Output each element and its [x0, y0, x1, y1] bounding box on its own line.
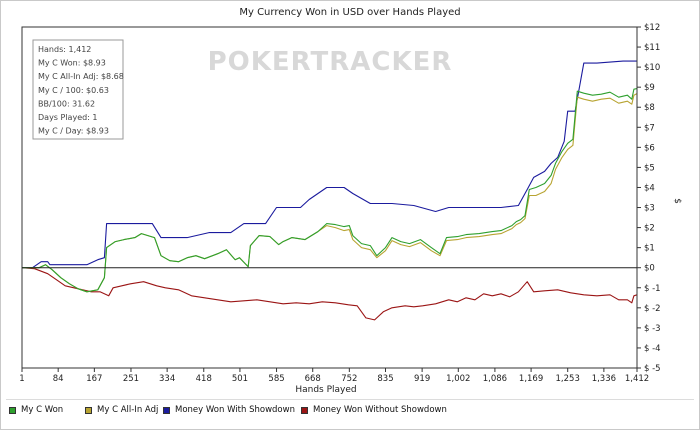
- x-tick-label: 418: [196, 374, 212, 384]
- x-tick-label: 752: [341, 374, 357, 384]
- y-tick-label: $6: [644, 143, 655, 153]
- series-line-my-c-won: [22, 88, 638, 293]
- legend-label: Money Won With Showdown: [175, 405, 295, 415]
- legend-label: My C Won: [21, 405, 64, 415]
- x-tick-label: 1,002: [446, 374, 470, 384]
- x-tick-label: 1,086: [483, 374, 507, 384]
- x-tick-label: 167: [86, 374, 102, 384]
- plot-area-border: [21, 26, 638, 369]
- legend-item: My C Won: [9, 404, 63, 416]
- y-tick-label: $10: [644, 63, 660, 73]
- y-tick-label: $12: [644, 23, 660, 33]
- y-tick-label: $8: [644, 103, 655, 113]
- y-tick-label: $7: [644, 123, 655, 133]
- chart-title: My Currency Won in USD over Hands Played: [239, 7, 461, 18]
- stats-line: BB/100: 31.62: [38, 99, 95, 108]
- series-line-money-won-with-showdown: [22, 60, 637, 269]
- y-tick-label: $ -1: [644, 284, 661, 294]
- y-tick-label: $9: [644, 83, 655, 93]
- x-tick-label: 1,253: [556, 374, 580, 384]
- legend-swatch: [163, 406, 170, 414]
- y-tick-label: $11: [644, 43, 660, 53]
- x-tick-label: 835: [377, 374, 393, 384]
- legend-swatch: [301, 406, 308, 414]
- y-tick-label: $3: [644, 204, 655, 214]
- stats-summary-box: Hands: 1,412 My C Won: $8.93 My C All-In A…: [32, 39, 124, 140]
- series-line-money-won-without-showdown: [21, 267, 638, 321]
- chart-legend: My C Won My C All-In Adj Money Won With Sh…: [6, 399, 694, 419]
- x-tick-label: 668: [305, 374, 321, 384]
- x-tick-label: 585: [268, 374, 284, 384]
- legend-label: Money Won Without Showdown: [313, 405, 447, 415]
- x-tick-label: 919: [414, 374, 430, 384]
- stats-box-border: [32, 39, 124, 140]
- stats-line: My C / 100: $0.63: [38, 86, 109, 95]
- x-tick-label: 1,169: [519, 374, 543, 384]
- legend-item: Money Won Without Showdown: [301, 404, 447, 416]
- x-tick-label: 1,412: [625, 374, 649, 384]
- x-tick-label: 334: [159, 374, 175, 384]
- y-tick-label: $ -2: [644, 304, 661, 314]
- x-tick-label: 1: [19, 374, 24, 384]
- y-tick-label: $ -5: [644, 364, 661, 374]
- stats-line: My C / Day: $8.93: [38, 127, 109, 136]
- stats-line: Hands: 1,412: [38, 45, 91, 54]
- legend-item: Money Won With Showdown: [163, 404, 295, 416]
- y-tick-label: $0: [644, 264, 655, 274]
- legend-swatch: [85, 406, 92, 414]
- stats-line: Days Played: 1: [38, 113, 98, 122]
- stats-line: My C Won: $8.93: [38, 59, 106, 68]
- y-tick-label: $1: [644, 244, 655, 254]
- y-tick-label: $ -4: [644, 344, 661, 354]
- pokertracker-watermark: POKERTRACKER: [208, 47, 453, 77]
- x-tick-label: 251: [123, 374, 139, 384]
- y-tick-label: $4: [644, 183, 655, 193]
- line-chart: POKERTRACKER $12$11$10$9$8$7$6$5$4$3$2$1…: [19, 23, 682, 395]
- y-tick-label: $2: [644, 224, 655, 234]
- x-tick-label: 84: [53, 374, 64, 384]
- y-axis-label: $: [672, 198, 682, 204]
- legend-item: My C All-In Adj: [85, 404, 158, 416]
- stats-line: My C All-In Adj: $8.68: [38, 72, 124, 81]
- x-tick-label: 501: [232, 374, 248, 384]
- y-tick-label: $5: [644, 163, 655, 173]
- legend-label: My C All-In Adj: [97, 405, 159, 415]
- x-tick-label: 1,336: [592, 374, 616, 384]
- y-tick-label: $ -3: [644, 324, 661, 334]
- legend-swatch: [9, 406, 16, 414]
- x-axis-label: Hands Played: [295, 385, 356, 395]
